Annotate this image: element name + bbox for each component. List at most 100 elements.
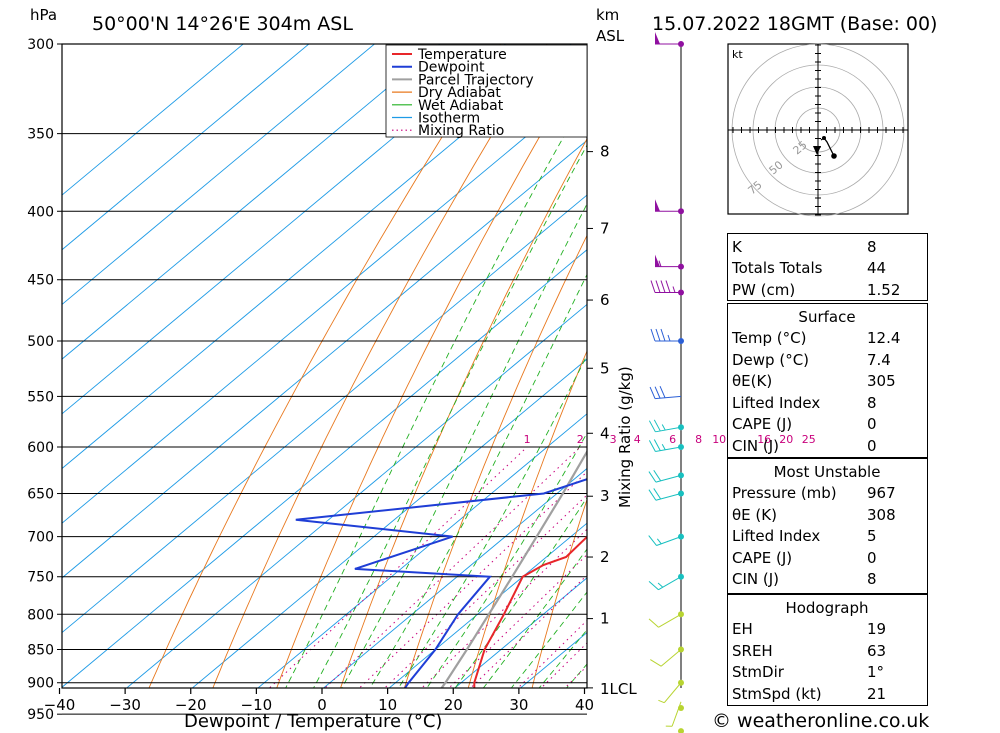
height-label: 8 bbox=[600, 143, 610, 161]
mixing-ratio-lines bbox=[268, 446, 587, 688]
wind-barb-half bbox=[661, 424, 666, 431]
mu-label: CAPE (J) bbox=[732, 548, 793, 567]
mixing-ratio-axis-label: Mixing Ratio (g/kg) bbox=[616, 366, 634, 508]
mu-value: 0 bbox=[867, 548, 877, 567]
mixing-ratio-label: 1 bbox=[524, 433, 531, 446]
wet-adiabat-line bbox=[482, 548, 587, 688]
isotherm-line bbox=[322, 467, 587, 688]
height-label: 2 bbox=[600, 548, 610, 566]
legend-label: Mixing Ratio bbox=[418, 123, 504, 139]
wind-barb-half bbox=[661, 443, 666, 451]
dry-adiabat-line bbox=[531, 498, 587, 688]
dry-adiabat-line bbox=[403, 234, 587, 688]
mixing-ratio-label: 6 bbox=[669, 433, 676, 446]
index-value: 1.52 bbox=[867, 280, 901, 299]
pressure-label: 450 bbox=[27, 273, 54, 289]
surface-row: Dewp (°C) 7.4 bbox=[728, 349, 926, 371]
x-tick-label: −30 bbox=[109, 696, 141, 714]
hodograph-index-box bbox=[727, 594, 928, 706]
wind-barb-full bbox=[648, 420, 656, 433]
surface-value: 305 bbox=[867, 372, 896, 391]
mixing-ratio-label: 8 bbox=[695, 433, 702, 446]
units-asl: ASL bbox=[596, 27, 625, 45]
mu-value: 5 bbox=[867, 527, 877, 546]
pressure-label: 700 bbox=[27, 530, 54, 546]
mu-row: CAPE (J) 0 bbox=[728, 547, 926, 569]
pressure-label: 900 bbox=[27, 676, 54, 692]
x-tick-label: −40 bbox=[44, 696, 76, 714]
wind-barb-flag bbox=[655, 199, 660, 212]
footer-copyright: © weatheronline.co.uk bbox=[712, 710, 930, 732]
surface-label: Temp (°C) bbox=[732, 329, 807, 348]
isotherm-line bbox=[62, 44, 441, 360]
hodo-row: EH 19 bbox=[728, 619, 926, 641]
x-tick-label: 30 bbox=[509, 696, 528, 714]
wind-barb-full bbox=[653, 419, 661, 432]
mixing-ratio-label: 25 bbox=[802, 433, 816, 446]
pressure-label: 350 bbox=[27, 127, 54, 143]
wind-barb-staff bbox=[655, 474, 682, 483]
wind-barb-full bbox=[653, 439, 661, 451]
mixing-ratio-label: 16 bbox=[757, 433, 771, 446]
wind-barb-full bbox=[648, 618, 659, 628]
wind-barb-half bbox=[656, 538, 662, 545]
storm-motion-arrow bbox=[813, 146, 821, 155]
hodograph-dot bbox=[822, 136, 826, 140]
hodo-label: StmSpd (kt) bbox=[732, 684, 822, 703]
wind-barb-full bbox=[653, 469, 662, 482]
wind-barb-full bbox=[648, 535, 657, 546]
axes: 1 2 3 4 6 8 10 16 20 2530035040045050055060065070… bbox=[27, 37, 816, 723]
isotherm-line bbox=[388, 522, 587, 688]
wind-barb-full bbox=[649, 386, 656, 399]
index-row-tt: Totals Totals 44 bbox=[728, 258, 926, 280]
dry-adiabat-line bbox=[276, 54, 587, 688]
wind-barb-staff bbox=[671, 701, 682, 727]
pressure-label: 650 bbox=[27, 487, 54, 503]
wind-barb-staff bbox=[658, 613, 682, 628]
index-label: K bbox=[732, 237, 742, 256]
mu-value: 308 bbox=[867, 505, 896, 524]
temperature-line bbox=[473, 535, 587, 688]
dry-adiabat-line bbox=[978, 4, 1000, 733]
lcl-label: 1LCL bbox=[600, 680, 637, 698]
hodo-value: 1° bbox=[867, 663, 885, 682]
dry-adiabat-line bbox=[212, 44, 548, 688]
wind-barb-full bbox=[650, 328, 656, 342]
mu-label: Pressure (mb) bbox=[732, 484, 837, 503]
wind-barb-full bbox=[653, 488, 662, 500]
x-tick-label: 0 bbox=[317, 696, 327, 714]
height-label: 7 bbox=[600, 219, 610, 237]
wind-barb-full bbox=[650, 659, 662, 667]
wind-barb-full bbox=[665, 280, 671, 293]
wet-adiabat-line bbox=[313, 144, 587, 688]
wind-barb-full bbox=[648, 580, 659, 591]
wind-barb-full bbox=[655, 328, 661, 342]
dry-adiabat-line bbox=[467, 349, 587, 688]
isotherm-line bbox=[125, 303, 587, 688]
pressure-label: 500 bbox=[27, 334, 54, 350]
mixing-ratio-label: 4 bbox=[634, 433, 641, 446]
mu-value: 967 bbox=[867, 484, 896, 503]
x-tick-label: 20 bbox=[444, 696, 463, 714]
dry-adiabat-lines bbox=[148, 4, 1000, 733]
index-value: 44 bbox=[867, 259, 887, 278]
wet-adiabat-line bbox=[341, 202, 587, 688]
x-tick-label: 40 bbox=[575, 696, 594, 714]
surface-value: 8 bbox=[867, 393, 877, 412]
pressure-label: 550 bbox=[27, 389, 54, 405]
wind-barb-staff bbox=[655, 493, 682, 501]
wind-barb-full bbox=[654, 386, 661, 399]
indices-box bbox=[727, 233, 928, 301]
hodo-label: StmDir bbox=[732, 663, 784, 682]
wind-barb-full bbox=[660, 280, 666, 293]
hodo-row: SREH 63 bbox=[728, 640, 926, 662]
pressure-label: 600 bbox=[27, 440, 54, 456]
mu-value: 8 bbox=[867, 570, 877, 589]
height-label: 3 bbox=[600, 487, 610, 505]
dewpoint-line bbox=[295, 478, 587, 688]
isotherm-line bbox=[257, 413, 587, 688]
units-hpa: hPa bbox=[30, 6, 57, 24]
